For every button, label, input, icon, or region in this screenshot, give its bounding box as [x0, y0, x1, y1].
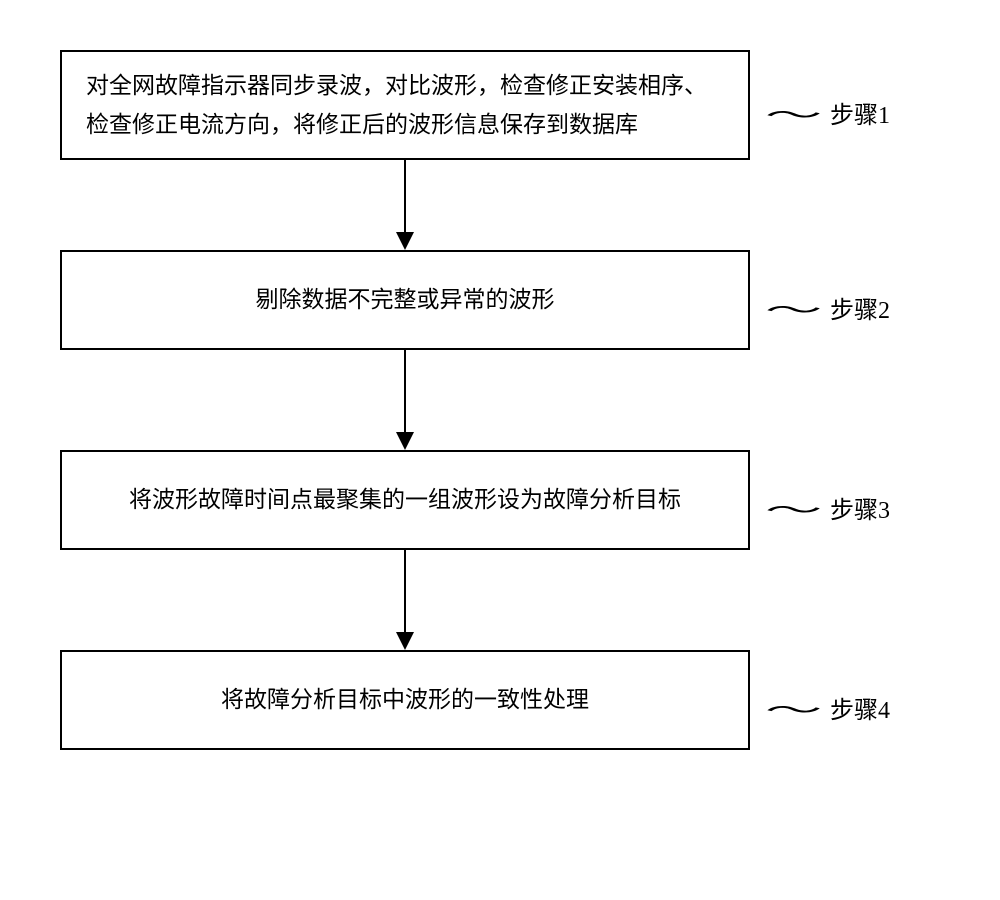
- tilde-4: 〜: [765, 692, 822, 725]
- arrow-head-1: [396, 232, 414, 250]
- step-text-1: 对全网故障指示器同步录波，对比波形，检查修正安装相序、检查修正电流方向，将修正后…: [86, 66, 724, 144]
- arrow-head-3: [396, 632, 414, 650]
- step-box-1: 对全网故障指示器同步录波，对比波形，检查修正安装相序、检查修正电流方向，将修正后…: [60, 50, 750, 160]
- tilde-1: 〜: [765, 97, 822, 130]
- tilde-2: 〜: [765, 292, 822, 325]
- arrow-line-3: [404, 550, 406, 632]
- step-box-3: 将波形故障时间点最聚集的一组波形设为故障分析目标: [60, 450, 750, 550]
- step-label-3: 步骤3: [830, 490, 890, 525]
- step-box-4: 将故障分析目标中波形的一致性处理: [60, 650, 750, 750]
- arrow-line-1: [404, 160, 406, 232]
- step-text-3: 将波形故障时间点最聚集的一组波形设为故障分析目标: [86, 480, 724, 519]
- arrow-head-2: [396, 432, 414, 450]
- step-label-1: 步骤1: [830, 95, 890, 130]
- step-text-2: 剔除数据不完整或异常的波形: [86, 280, 724, 319]
- arrow-line-2: [404, 350, 406, 432]
- step-text-4: 将故障分析目标中波形的一致性处理: [86, 680, 724, 719]
- step-box-2: 剔除数据不完整或异常的波形: [60, 250, 750, 350]
- tilde-3: 〜: [765, 492, 822, 525]
- step-label-4: 步骤4: [830, 690, 890, 725]
- step-label-2: 步骤2: [830, 290, 890, 325]
